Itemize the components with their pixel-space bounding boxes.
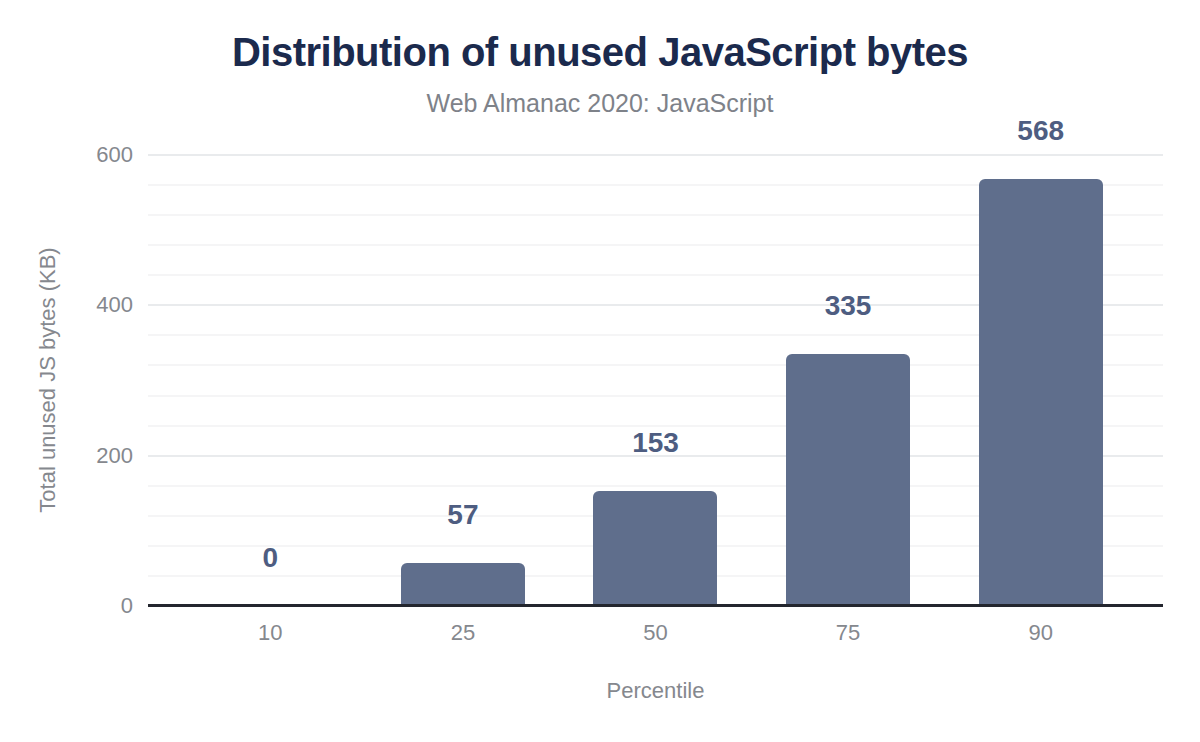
bar-value-label: 0 — [174, 543, 367, 573]
category-band: 15350 — [559, 155, 752, 606]
bar-value-label: 568 — [944, 116, 1137, 146]
x-axis-title: Percentile — [148, 678, 1163, 704]
x-tick-label: 50 — [559, 620, 752, 646]
y-tick-label: 0 — [53, 595, 133, 617]
bar-p50 — [593, 491, 717, 606]
bar-value-label: 153 — [559, 428, 752, 458]
category-bands: 0105725153503357556890 — [148, 155, 1163, 606]
bar-value-label: 57 — [367, 500, 560, 530]
chart-title: Distribution of unused JavaScript bytes — [0, 30, 1200, 75]
bar-chart: Distribution of unused JavaScript bytes … — [0, 0, 1200, 742]
category-band: 5725 — [367, 155, 560, 606]
x-axis-line — [148, 604, 1163, 607]
plot-area: 0105725153503357556890 — [148, 155, 1163, 606]
bar-p75 — [786, 354, 910, 606]
x-tick-label: 10 — [174, 620, 367, 646]
category-band: 33575 — [752, 155, 945, 606]
category-band: 56890 — [944, 155, 1137, 606]
y-tick-label: 200 — [53, 445, 133, 467]
bar-p90 — [979, 179, 1103, 606]
chart-subtitle: Web Almanac 2020: JavaScript — [0, 89, 1200, 118]
y-axis-tick-labels: 0200400600 — [53, 155, 133, 606]
y-tick-label: 600 — [53, 144, 133, 166]
x-tick-label: 75 — [752, 620, 945, 646]
x-tick-label: 25 — [367, 620, 560, 646]
x-tick-label: 90 — [944, 620, 1137, 646]
y-tick-label: 400 — [53, 294, 133, 316]
category-band: 010 — [174, 155, 367, 606]
bar-value-label: 335 — [752, 291, 945, 321]
bar-p25 — [401, 563, 525, 606]
